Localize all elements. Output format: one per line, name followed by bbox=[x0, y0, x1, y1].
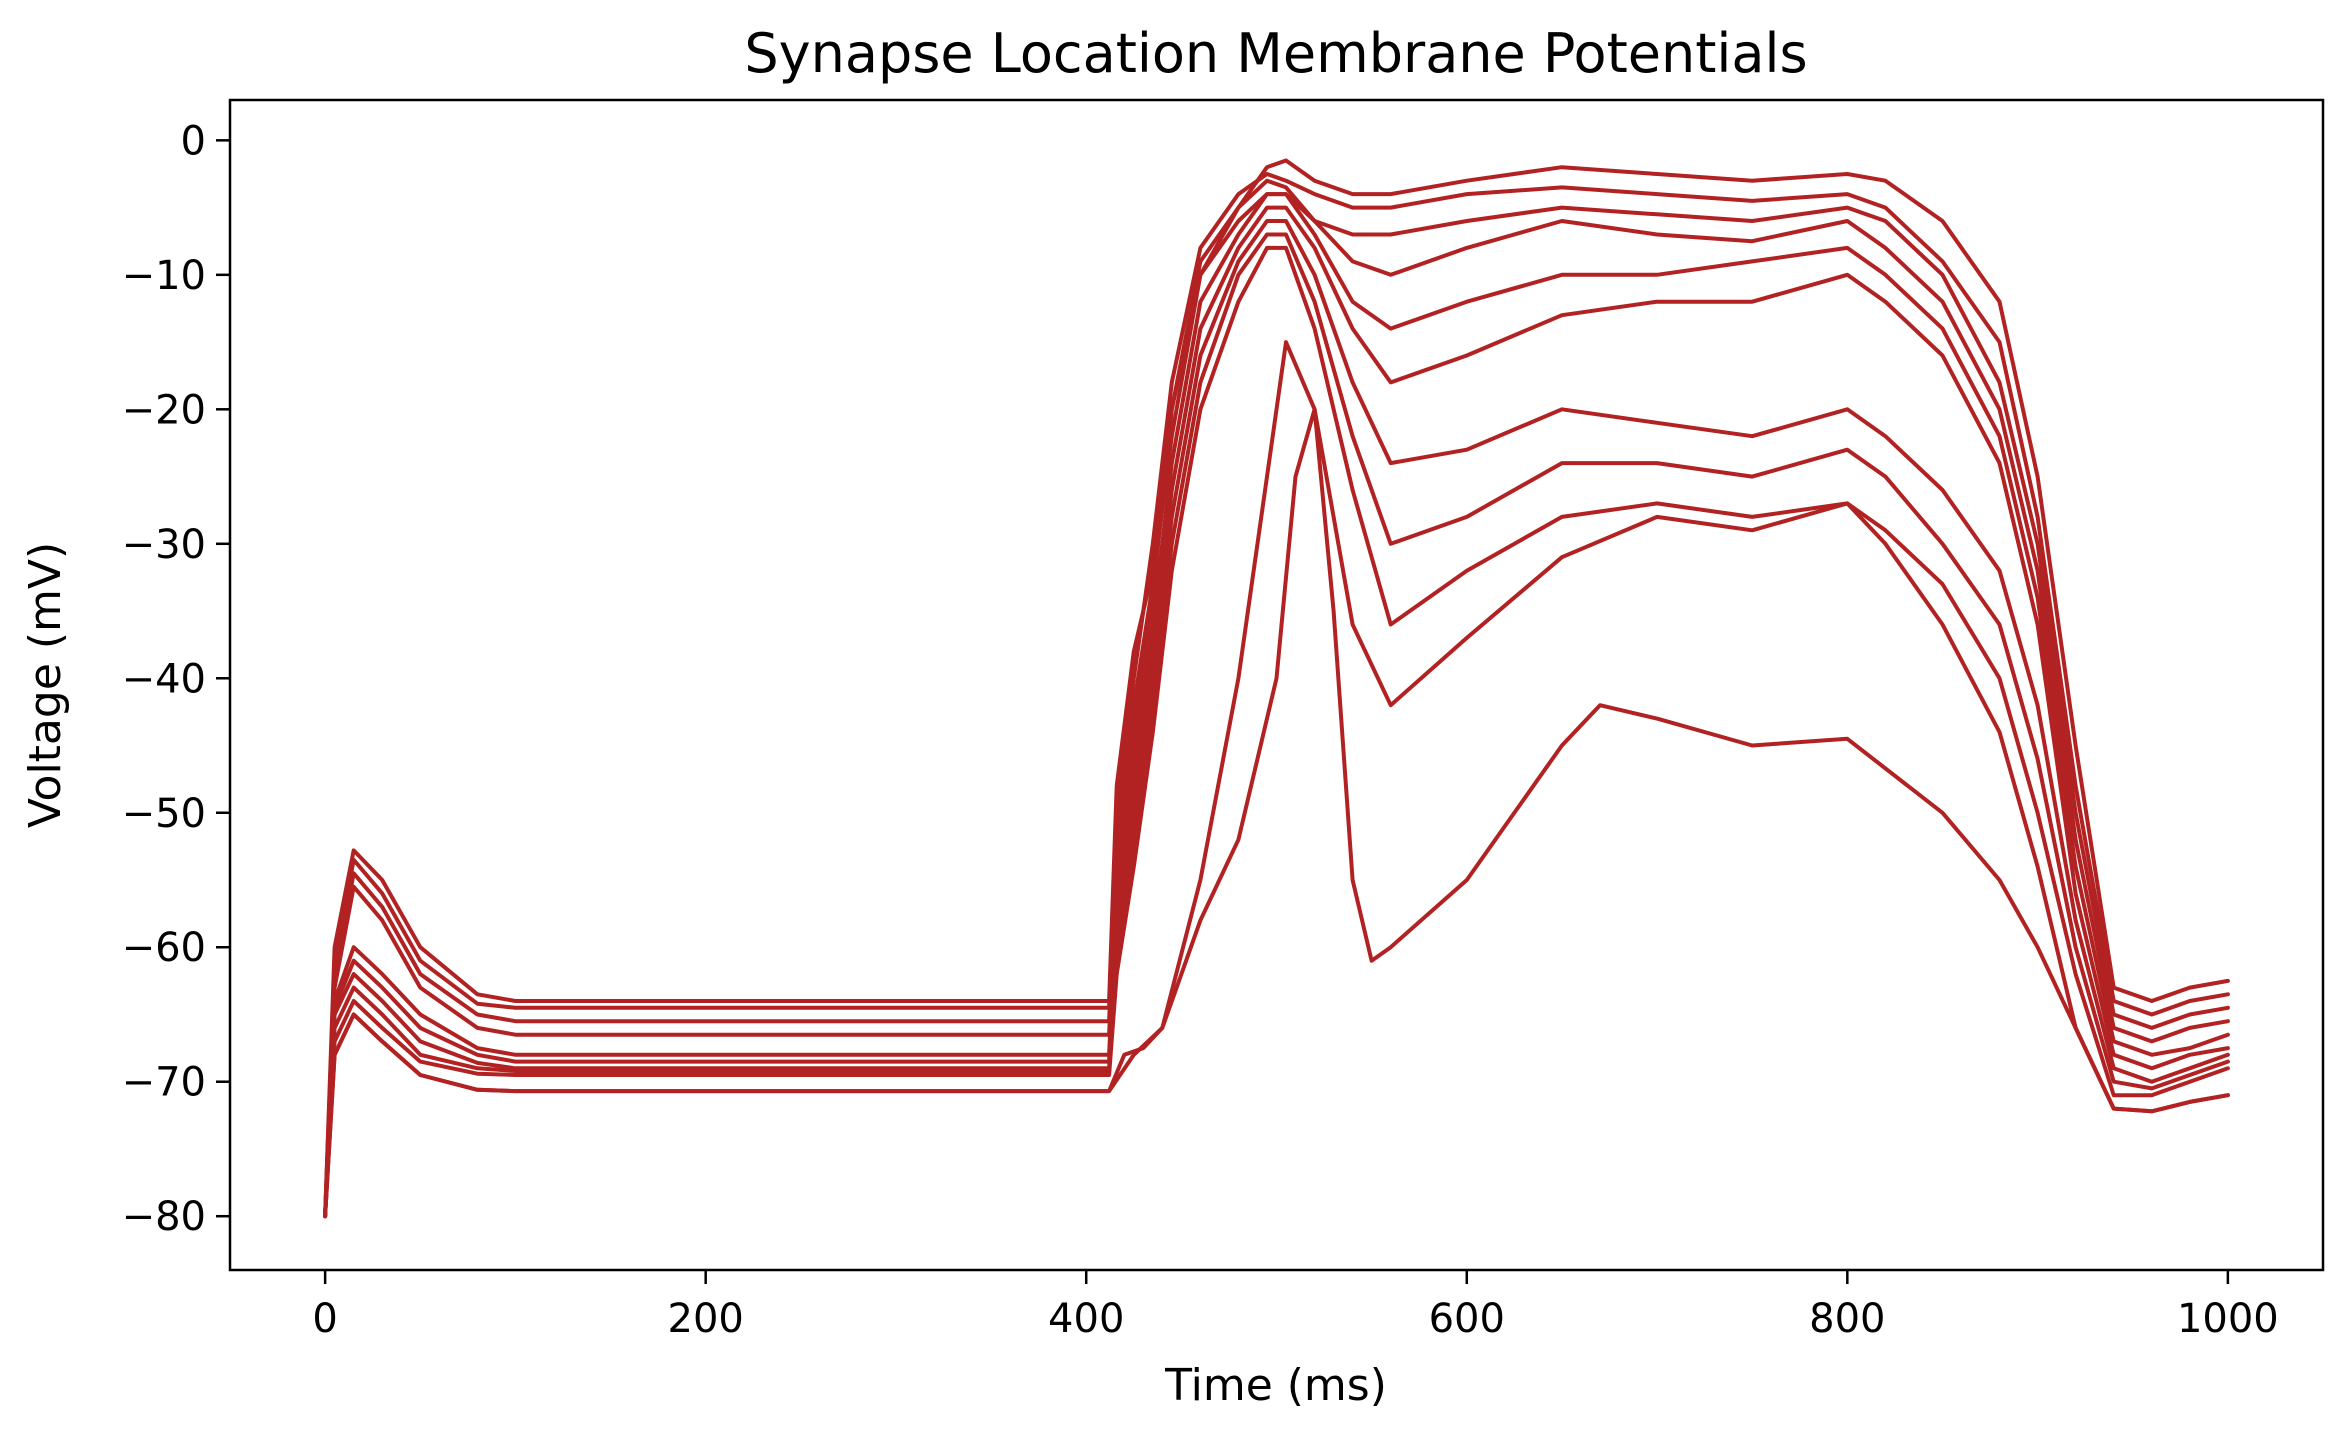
y-axis: 0 −10 −20 −30 −40 −50 −60 −70 −80 bbox=[122, 118, 230, 1240]
y-tick-label: −10 bbox=[122, 253, 206, 299]
series-line-4 bbox=[323, 178, 2230, 1219]
series-line-2 bbox=[323, 172, 2230, 1219]
x-axis: 0 200 400 600 800 1000 bbox=[312, 1270, 2279, 1342]
series-line-7 bbox=[323, 219, 2230, 1219]
y-tick-label: −70 bbox=[122, 1060, 206, 1106]
plot-frame bbox=[228, 98, 2325, 1272]
y-tick-label: −60 bbox=[122, 925, 206, 971]
x-axis-label: Time (ms) bbox=[1164, 1360, 1387, 1411]
series-line-1 bbox=[323, 158, 2230, 1219]
x-tick-label: 600 bbox=[1429, 1296, 1505, 1342]
y-tick-label: −30 bbox=[122, 522, 206, 568]
series-line-11 bbox=[323, 407, 2230, 1219]
x-tick-label: 1000 bbox=[2177, 1296, 2279, 1342]
x-tick-label: 400 bbox=[1048, 1296, 1124, 1342]
y-tick-label: −50 bbox=[122, 791, 206, 837]
y-tick-label: −20 bbox=[122, 387, 206, 433]
x-tick-label: 0 bbox=[312, 1296, 337, 1342]
y-tick-label: 0 bbox=[181, 118, 206, 164]
y-tick-label: −80 bbox=[122, 1194, 206, 1240]
series-layer bbox=[323, 158, 2230, 1219]
chart-title: Synapse Location Membrane Potentials bbox=[744, 22, 1807, 85]
y-axis-label: Voltage (mV) bbox=[20, 542, 71, 828]
y-tick-label: −40 bbox=[122, 656, 206, 702]
x-tick-label: 200 bbox=[668, 1296, 744, 1342]
x-tick-label: 800 bbox=[1809, 1296, 1885, 1342]
series-line-8 bbox=[323, 232, 2230, 1219]
series-line-9 bbox=[323, 245, 2230, 1219]
series-line-5 bbox=[323, 192, 2230, 1219]
series-line-6 bbox=[323, 205, 2230, 1219]
